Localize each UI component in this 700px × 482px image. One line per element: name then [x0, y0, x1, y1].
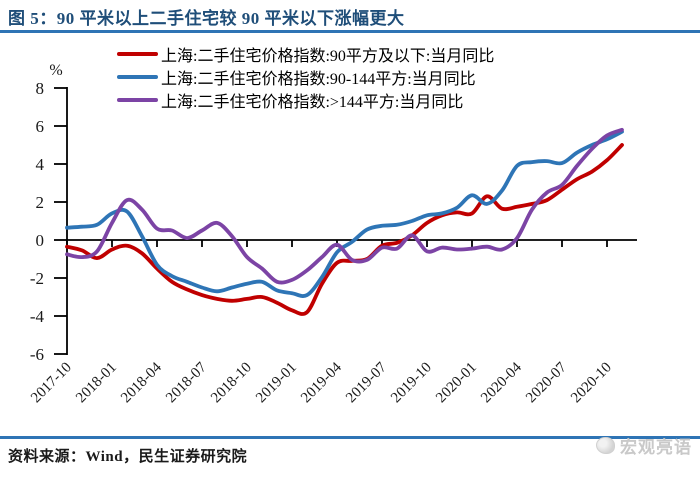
- series-line-2: [65, 127, 624, 285]
- legend-line-swatch: [117, 51, 158, 56]
- legend-label: 上海:二手住宅价格指数:90-144平方:当月同比: [161, 70, 476, 88]
- legend-item-2: 上海:二手住宅价格指数:>144平方:当月同比: [117, 88, 494, 111]
- figure-title: 图 5：90 平米以上二手住宅较 90 平米以下涨幅更大: [8, 9, 405, 28]
- brand-watermark-text: 宏观亮语: [620, 438, 692, 457]
- brand-watermark: 宏观亮语: [596, 433, 692, 458]
- line-chart-canvas: 8 6 4 2 0 -2 -4 -6% 2017-102018-012018-042018-07…: [28, 62, 637, 407]
- x-tick-label: 2020-01: [433, 360, 480, 407]
- y-tick-label: 8: [36, 79, 45, 98]
- chart-legend: 上海:二手住宅价格指数:90平方及以下:当月同比 上海:二手住宅价格指数:90-1…: [117, 42, 494, 111]
- y-axis-unit-label: %: [49, 62, 62, 79]
- y-tick-label: -2: [30, 269, 44, 288]
- x-tick-label: 2019-01: [253, 360, 300, 407]
- series-line-0: [65, 143, 624, 316]
- x-tick-label: 2019-07: [343, 359, 390, 406]
- x-tick-label: 2019-04: [298, 359, 345, 406]
- x-tick-label: 2020-04: [478, 359, 525, 406]
- data-source-note: 资料来源：Wind，民生证券研究院: [8, 449, 248, 465]
- footer-divider: [0, 436, 700, 439]
- legend-label: 上海:二手住宅价格指数:>144平方:当月同比: [161, 93, 464, 111]
- legend-item-0: 上海:二手住宅价格指数:90平方及以下:当月同比: [117, 42, 494, 65]
- y-tick-label: 4: [36, 155, 45, 174]
- legend-line-swatch: [117, 97, 158, 102]
- x-tick-label: 2019-10: [388, 360, 435, 407]
- y-tick-label: 6: [36, 117, 45, 136]
- x-tick-label: 2020-07: [523, 359, 570, 406]
- legend-line-swatch: [117, 74, 158, 79]
- x-tick-label: 2018-01: [73, 360, 120, 407]
- y-tick-label: -6: [30, 345, 44, 364]
- y-tick-label: 0: [36, 231, 45, 250]
- legend-item-1: 上海:二手住宅价格指数:90-144平方:当月同比: [117, 65, 494, 88]
- x-tick-label: 2020-10: [568, 360, 615, 407]
- legend-label: 上海:二手住宅价格指数:90平方及以下:当月同比: [161, 47, 495, 65]
- x-tick-label: 2018-04: [118, 359, 165, 406]
- x-tick-label: 2017-10: [28, 360, 75, 407]
- series-line-1: [65, 129, 624, 298]
- x-tick-label: 2018-10: [208, 360, 255, 407]
- title-divider: [0, 30, 700, 33]
- brand-logo-icon: [596, 437, 615, 454]
- x-tick-label: 2018-07: [163, 359, 210, 406]
- y-tick-label: -4: [30, 307, 45, 326]
- y-tick-label: 2: [36, 193, 45, 212]
